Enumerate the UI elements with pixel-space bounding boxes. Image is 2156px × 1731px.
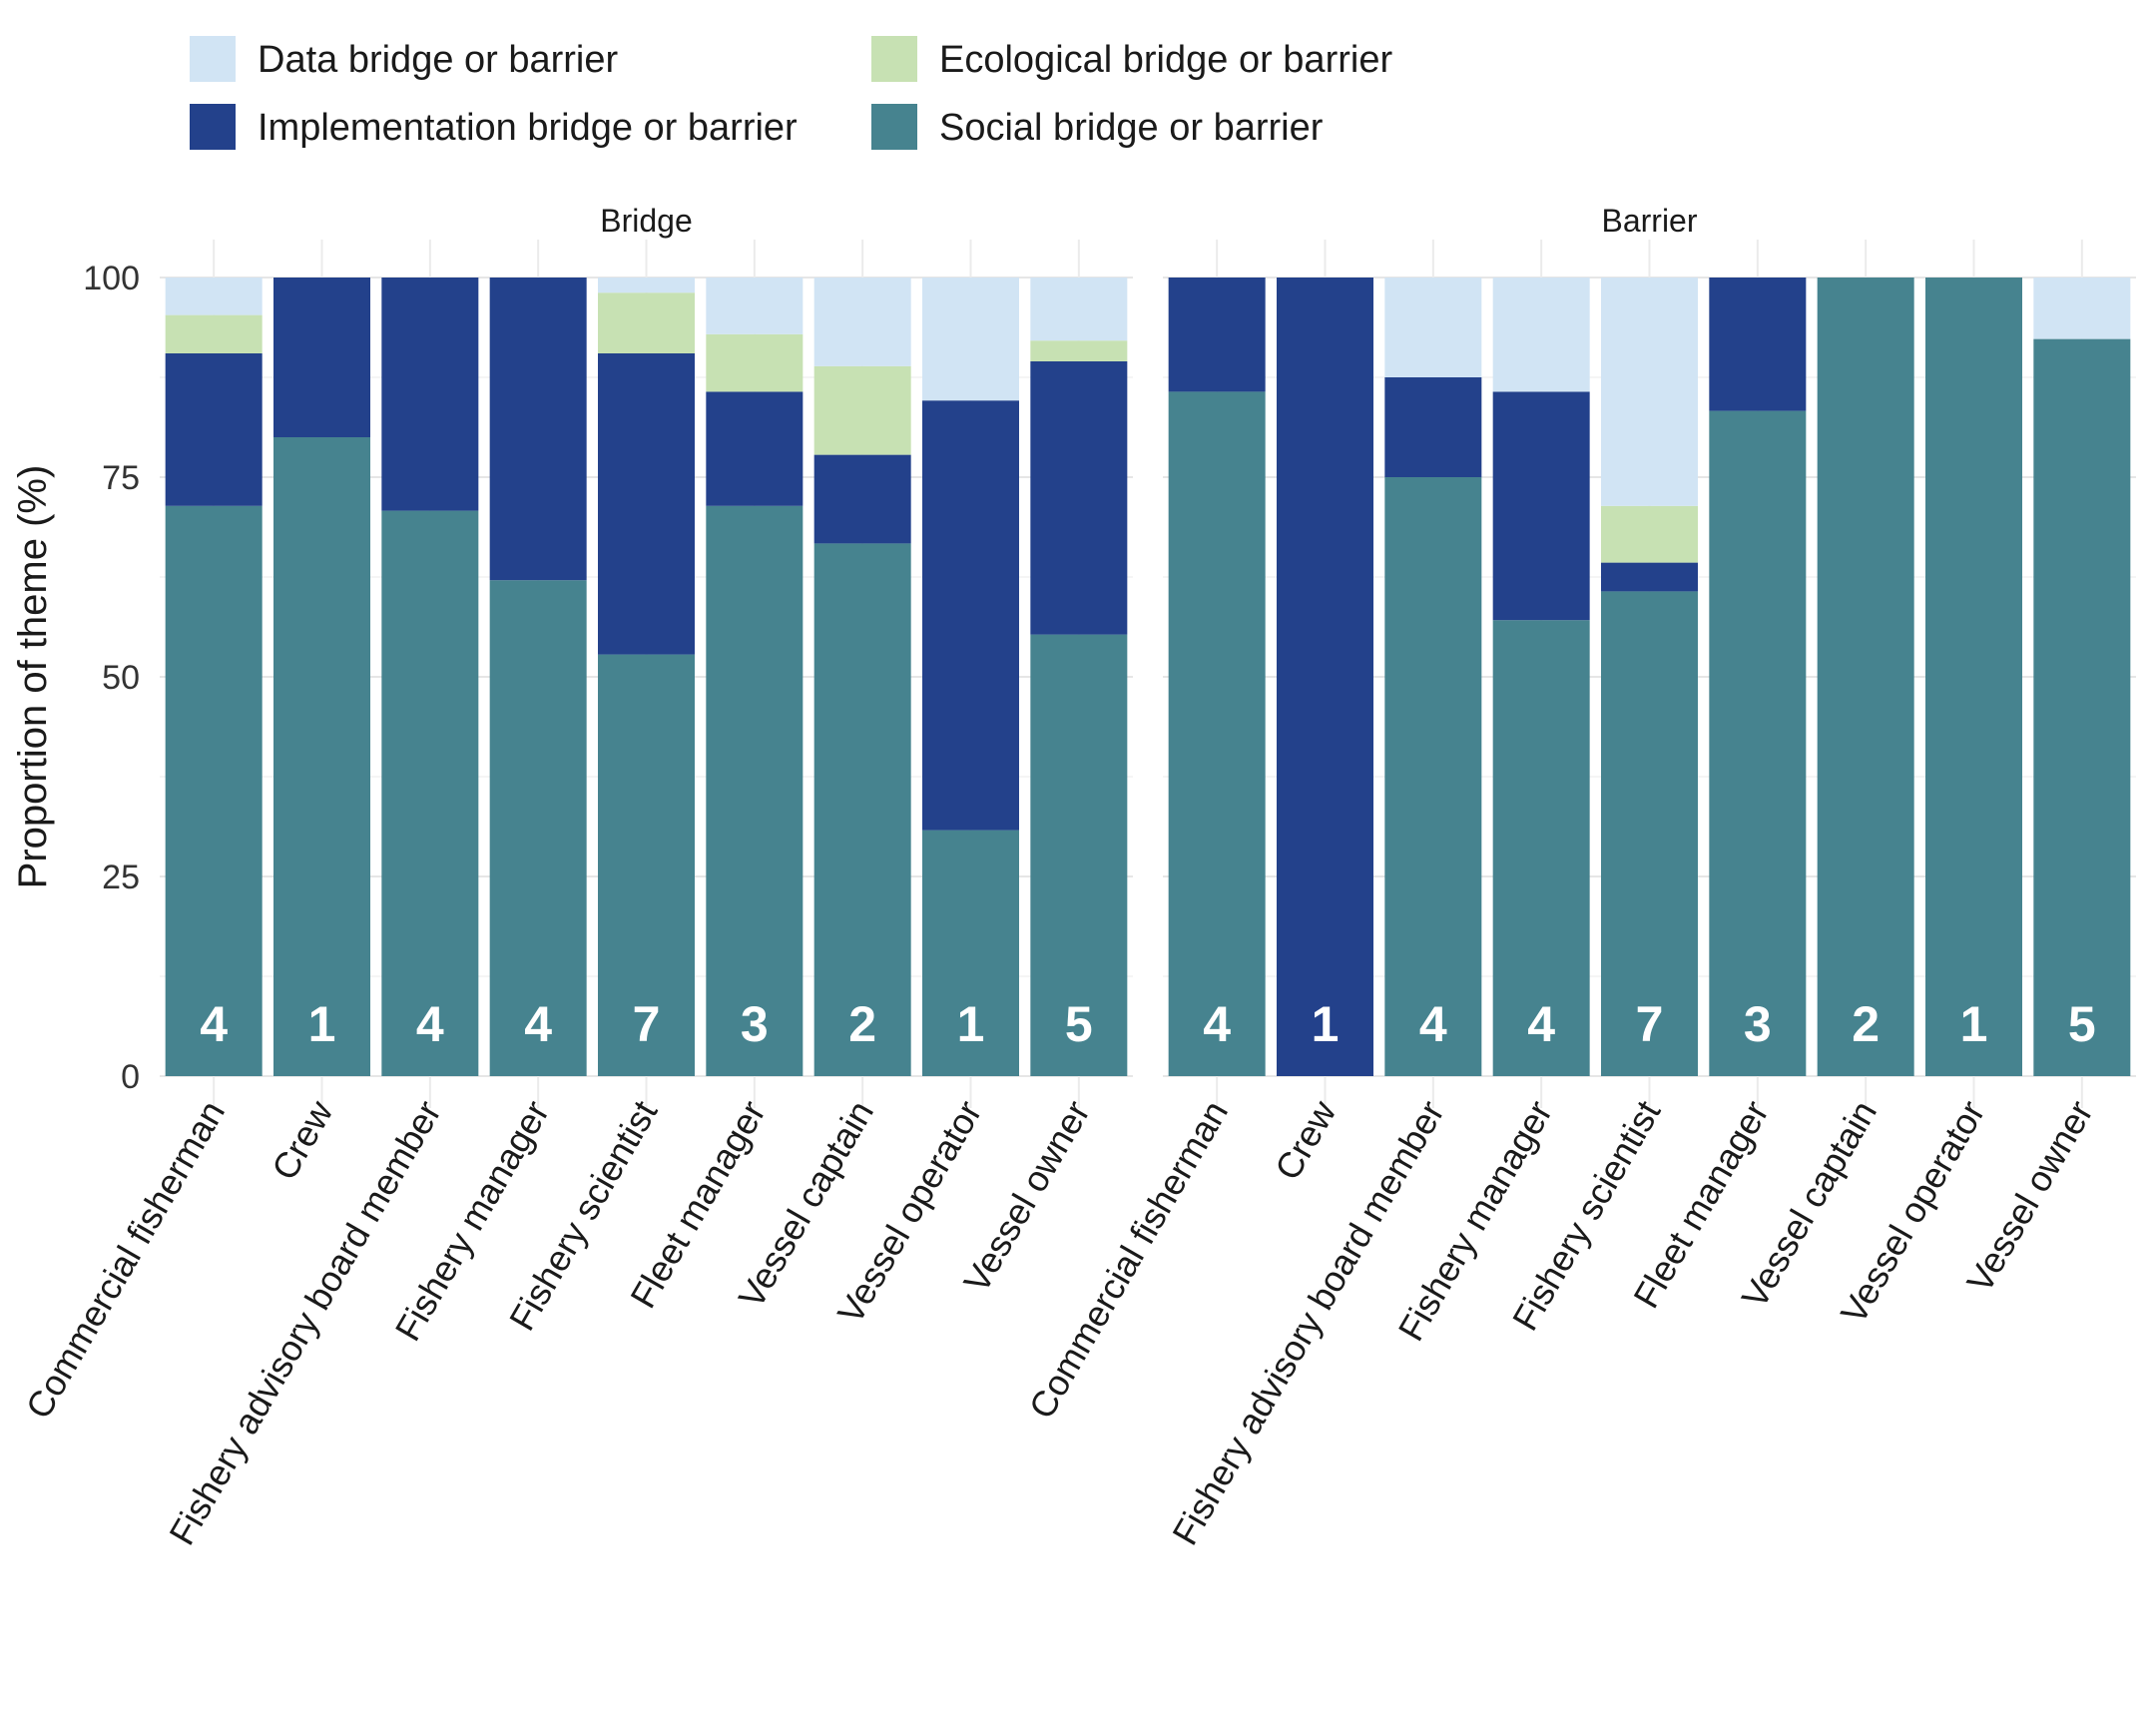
- count-label: 4: [524, 996, 552, 1052]
- bar-segment-data: [2033, 278, 2131, 339]
- y-tick-label: 0: [121, 1058, 140, 1096]
- bar-segment-implementation: [1601, 562, 1698, 592]
- count-label: 1: [957, 996, 985, 1052]
- legend-label: Social bridge or barrier: [939, 107, 1324, 149]
- bar-segment-social: [489, 580, 587, 1076]
- bar-segment-implementation: [489, 278, 587, 581]
- bar-segment-data: [706, 278, 804, 334]
- bar-segment-implementation: [273, 278, 370, 437]
- bar-segment-data: [1384, 278, 1482, 377]
- legend-swatch-implementation: [190, 104, 236, 150]
- bar-segment-implementation: [922, 400, 1019, 831]
- count-label: 2: [848, 996, 876, 1052]
- count-label: 1: [1960, 996, 1988, 1052]
- count-label: 5: [2068, 996, 2096, 1052]
- bar-segment-data: [598, 278, 695, 293]
- x-tick-label: Crew: [1267, 1093, 1345, 1187]
- legend-swatch-data: [190, 36, 236, 82]
- panel-title: Barrier: [1601, 203, 1697, 239]
- legend-label: Ecological bridge or barrier: [939, 39, 1392, 81]
- x-tick-label: Commercial fisherman: [18, 1094, 234, 1426]
- bar-segment-data: [1601, 278, 1698, 506]
- bar-segment-social: [813, 543, 911, 1076]
- bar-segment-ecological: [1030, 340, 1128, 361]
- count-label: 7: [633, 996, 661, 1052]
- bar-segment-implementation: [1709, 278, 1807, 411]
- bar-segment-implementation: [598, 353, 695, 655]
- x-tick-label: Crew: [264, 1093, 341, 1187]
- legend-swatch-ecological: [871, 36, 917, 82]
- bar-segment-ecological: [598, 292, 695, 353]
- bar-segment-social: [1709, 410, 1807, 1077]
- bar-segment-implementation: [1384, 377, 1482, 477]
- count-label: 1: [308, 996, 336, 1052]
- count-label: 3: [1744, 996, 1772, 1052]
- bar-segment-implementation: [813, 454, 911, 544]
- bar-segment-data: [165, 278, 263, 315]
- bar-segment-implementation: [1277, 278, 1373, 1076]
- bar-segment-data: [813, 278, 911, 366]
- legend-label: Data bridge or barrier: [258, 39, 619, 81]
- bar-segment-implementation: [1168, 278, 1266, 392]
- bar-segment-implementation: [706, 391, 804, 506]
- panel-title: Bridge: [600, 203, 693, 239]
- bar-segment-social: [1601, 591, 1698, 1076]
- bar-segment-ecological: [706, 333, 804, 392]
- count-label: 4: [1419, 996, 1447, 1052]
- bar-segment-ecological: [165, 314, 263, 353]
- count-label: 4: [200, 996, 228, 1052]
- count-label: 5: [1065, 996, 1093, 1052]
- bar-segment-implementation: [1030, 361, 1128, 635]
- bar-segment-implementation: [1492, 391, 1590, 621]
- y-tick-label: 50: [102, 659, 140, 697]
- bar-segment-ecological: [1601, 505, 1698, 563]
- bar-segment-social: [598, 654, 695, 1076]
- bar-segment-social: [706, 505, 804, 1076]
- count-label: 1: [1312, 996, 1340, 1052]
- bar-segment-social: [922, 830, 1019, 1076]
- bar-segment-data: [1030, 278, 1128, 341]
- bar-segment-implementation: [381, 278, 479, 511]
- count-label: 4: [1203, 996, 1231, 1052]
- bar-segment-social: [1030, 634, 1128, 1076]
- count-label: 3: [741, 996, 769, 1052]
- y-axis-title: Proportion of theme (%): [11, 465, 55, 889]
- bar-segment-social: [1817, 278, 1914, 1076]
- bar-segment-social: [2033, 338, 2131, 1077]
- y-tick-label: 25: [102, 859, 140, 896]
- bar-segment-implementation: [165, 353, 263, 506]
- count-label: 2: [1852, 996, 1880, 1052]
- bar-segment-social: [1925, 278, 2022, 1076]
- bar-segment-ecological: [813, 365, 911, 455]
- bar-segment-social: [381, 510, 479, 1077]
- bar-segment-social: [1384, 477, 1482, 1076]
- y-tick-label: 75: [102, 459, 140, 497]
- legend-swatch-social: [871, 104, 917, 150]
- bar-segment-social: [1168, 391, 1266, 1076]
- count-label: 7: [1636, 996, 1664, 1052]
- bar-segment-social: [273, 437, 370, 1076]
- bar-segment-social: [165, 505, 263, 1076]
- bar-segment-data: [1492, 278, 1590, 392]
- bar-segment-data: [922, 278, 1019, 401]
- legend-label: Implementation bridge or barrier: [258, 107, 798, 149]
- count-label: 4: [1527, 996, 1555, 1052]
- y-tick-label: 100: [83, 260, 140, 297]
- count-label: 4: [416, 996, 444, 1052]
- bar-segment-social: [1492, 620, 1590, 1076]
